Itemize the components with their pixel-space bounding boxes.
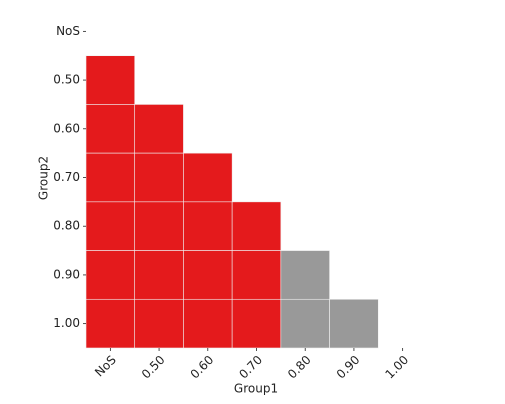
y-axis-label: Group2 xyxy=(37,156,51,200)
heatmap-cell xyxy=(329,298,379,349)
x-tick-label: 0.60 xyxy=(188,353,217,382)
heatmap-cell xyxy=(183,250,233,300)
y-tick-label: 0.80 xyxy=(53,219,80,233)
y-tick-label: NoS xyxy=(56,24,80,38)
y-tick-label: 0.90 xyxy=(53,267,80,281)
y-tick-label: 0.70 xyxy=(53,170,80,184)
x-tick-label: 1.00 xyxy=(382,353,411,382)
x-tick-label: 0.90 xyxy=(334,353,363,382)
heatmap-cell xyxy=(231,201,282,251)
heatmap-cell xyxy=(134,250,184,300)
x-tick-label: 0.70 xyxy=(236,353,265,382)
heatmap-cell xyxy=(134,152,184,203)
heatmap-cell xyxy=(280,250,330,300)
heatmap-cell xyxy=(183,298,233,349)
x-tick-label: 0.50 xyxy=(139,353,168,382)
heatmap-cell xyxy=(85,298,136,349)
heatmap-cell xyxy=(134,201,184,251)
heatmap-cell xyxy=(231,298,282,349)
heatmap-cell xyxy=(85,201,136,251)
x-axis-label: Group1 xyxy=(234,382,278,396)
y-tick-label: 0.60 xyxy=(53,121,80,135)
heatmap-cell xyxy=(85,55,136,105)
y-tick-label: 0.50 xyxy=(53,73,80,87)
heatmap-cell xyxy=(280,298,330,349)
heatmap-cell xyxy=(134,104,184,154)
x-tick-label: NoS xyxy=(92,353,119,380)
x-tick-label: 0.80 xyxy=(285,353,314,382)
heatmap-cell xyxy=(231,250,282,300)
heatmap-cell xyxy=(183,201,233,251)
y-tick-label: 1.00 xyxy=(53,316,80,330)
heatmap-cell xyxy=(85,104,136,154)
heatmap-cell xyxy=(85,152,136,203)
heatmap-cell xyxy=(183,152,233,203)
heatmap-cell xyxy=(85,250,136,300)
heatmap-cell xyxy=(134,298,184,349)
